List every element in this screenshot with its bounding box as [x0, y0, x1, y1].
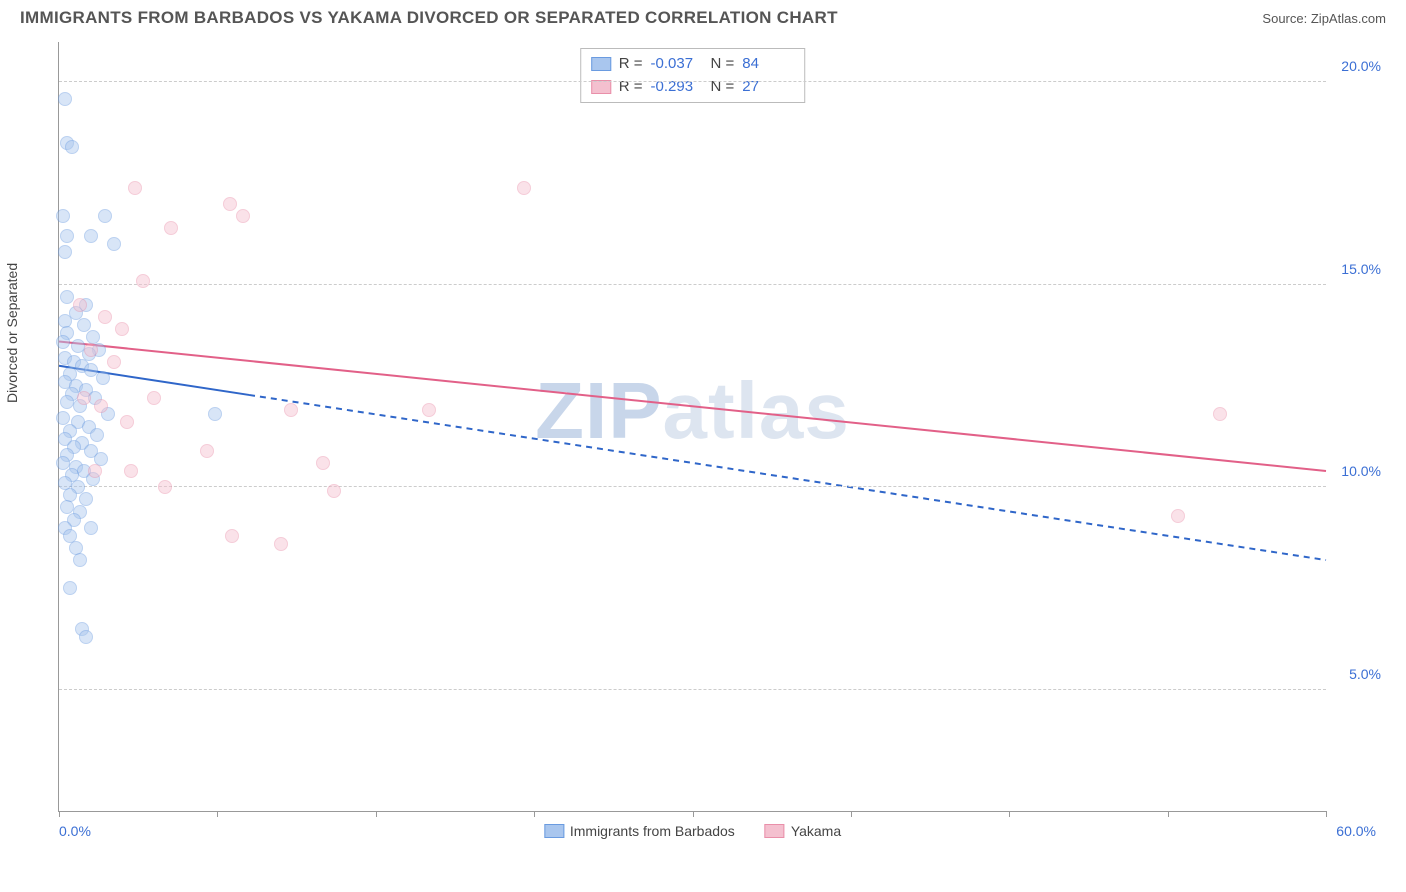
data-point	[88, 464, 102, 478]
source-attribution: Source: ZipAtlas.com	[1262, 11, 1386, 26]
x-tick	[534, 811, 535, 817]
watermark-zip: ZIP	[535, 366, 662, 455]
data-point	[90, 428, 104, 442]
x-tick	[1009, 811, 1010, 817]
data-point	[60, 290, 74, 304]
data-point	[79, 630, 93, 644]
x-tick	[851, 811, 852, 817]
data-point	[63, 581, 77, 595]
y-axis-label: Divorced or Separated	[4, 263, 20, 403]
data-point	[56, 335, 70, 349]
data-point	[107, 237, 121, 251]
n-value: 27	[742, 76, 794, 99]
data-point	[84, 343, 98, 357]
gridline-h	[59, 81, 1326, 82]
x-max-label: 60.0%	[1336, 823, 1376, 839]
data-point	[73, 298, 87, 312]
data-point	[128, 181, 142, 195]
chart-container: Divorced or Separated ZIPatlas R =-0.037…	[20, 36, 1386, 866]
data-point	[98, 310, 112, 324]
legend-label: Yakama	[791, 823, 841, 839]
data-point	[56, 209, 70, 223]
data-point	[136, 274, 150, 288]
plot-area: ZIPatlas R =-0.037N =84R =-0.293N =27 Im…	[58, 42, 1326, 812]
legend-swatch	[544, 824, 564, 838]
data-point	[84, 229, 98, 243]
data-point	[284, 403, 298, 417]
n-label: N =	[711, 53, 735, 76]
data-point	[98, 209, 112, 223]
trend-lines	[59, 42, 1326, 811]
series-legend: Immigrants from Barbados Yakama	[544, 823, 841, 839]
data-point	[120, 415, 134, 429]
data-point	[422, 403, 436, 417]
data-point	[1213, 407, 1227, 421]
legend-item: Yakama	[765, 823, 841, 839]
source-name: ZipAtlas.com	[1311, 11, 1386, 26]
data-point	[77, 391, 91, 405]
data-point	[517, 181, 531, 195]
x-tick	[376, 811, 377, 817]
r-label: R =	[619, 76, 643, 99]
data-point	[158, 480, 172, 494]
data-point	[84, 363, 98, 377]
gridline-h	[59, 486, 1326, 487]
source-label: Source:	[1262, 11, 1307, 26]
watermark-atlas: atlas	[663, 366, 850, 455]
data-point	[316, 456, 330, 470]
data-point	[96, 371, 110, 385]
data-point	[208, 407, 222, 421]
data-point	[200, 444, 214, 458]
r-label: R =	[619, 53, 643, 76]
y-tick-label: 5.0%	[1349, 666, 1381, 682]
x-min-label: 0.0%	[59, 823, 91, 839]
x-tick	[1168, 811, 1169, 817]
data-point	[223, 197, 237, 211]
gridline-h	[59, 689, 1326, 690]
x-tick	[693, 811, 694, 817]
data-point	[65, 140, 79, 154]
x-tick	[217, 811, 218, 817]
x-tick	[1326, 811, 1327, 817]
data-point	[164, 221, 178, 235]
data-point	[58, 245, 72, 259]
r-value: -0.293	[651, 76, 703, 99]
data-point	[1171, 509, 1185, 523]
stats-legend: R = -0.037 N = 84 R = -0.293 N = 27	[580, 48, 806, 103]
data-point	[236, 209, 250, 223]
stats-row: R = -0.293 N = 27	[591, 76, 795, 99]
data-point	[274, 537, 288, 551]
data-point	[84, 521, 98, 535]
data-point	[124, 464, 138, 478]
legend-item: Immigrants from Barbados	[544, 823, 735, 839]
legend-swatch	[591, 57, 611, 71]
legend-label: Immigrants from Barbados	[570, 823, 735, 839]
data-point	[73, 553, 87, 567]
n-value: 84	[742, 53, 794, 76]
x-tick	[59, 811, 60, 817]
stats-row: R = -0.037 N = 84	[591, 53, 795, 76]
data-point	[94, 399, 108, 413]
y-tick-label: 10.0%	[1341, 463, 1381, 479]
n-label: N =	[711, 76, 735, 99]
data-point	[327, 484, 341, 498]
data-point	[107, 355, 121, 369]
data-point	[225, 529, 239, 543]
gridline-h	[59, 284, 1326, 285]
y-tick-label: 15.0%	[1341, 261, 1381, 277]
r-value: -0.037	[651, 53, 703, 76]
chart-title: IMMIGRANTS FROM BARBADOS VS YAKAMA DIVOR…	[20, 8, 838, 28]
y-tick-label: 20.0%	[1341, 58, 1381, 74]
data-point	[58, 92, 72, 106]
legend-swatch	[765, 824, 785, 838]
watermark: ZIPatlas	[535, 365, 850, 457]
data-point	[60, 229, 74, 243]
data-point	[147, 391, 161, 405]
data-point	[115, 322, 129, 336]
